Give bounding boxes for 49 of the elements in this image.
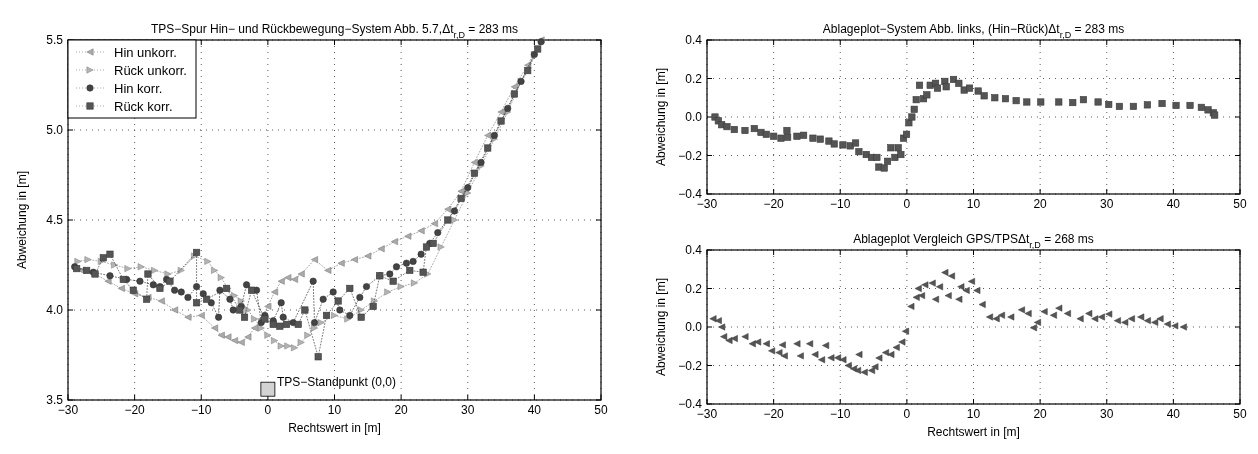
x-tick-label: 30 — [1100, 197, 1114, 211]
x-tick-label: 40 — [1166, 407, 1181, 421]
x-tick-label: 20 — [394, 403, 409, 417]
x-tick-label: 0 — [264, 403, 272, 417]
y-tick-label: 4.0 — [46, 303, 64, 317]
x-tick-label: −10 — [830, 407, 851, 421]
y-tick-label: 5.5 — [46, 33, 64, 47]
x-axis-title: Rechtswert in [m] — [288, 421, 381, 435]
y-tick-label: −0.2 — [678, 358, 703, 373]
x-tick-label: −20 — [763, 407, 785, 421]
x-axis-title: Rechtswert in [m] — [927, 425, 1020, 439]
chart-title: Ablageplot−System Abb. links, (Hin−Rück)Δt$_{r,D}$ = 283 ms — [822, 22, 1125, 40]
x-tick-label: 10 — [966, 197, 981, 211]
legend-label: Rück unkorr. — [114, 63, 187, 78]
x-tick-label: 0 — [903, 407, 911, 421]
y-tick-label: 4.5 — [46, 213, 64, 227]
x-tick-label: 10 — [327, 403, 342, 417]
chart-title: TPS−Spur Hin− und Rückbewegung−System Abb. 5.7,Δt$_{r,D}$ = 283 ms — [150, 22, 519, 40]
x-tick-label: 40 — [1166, 197, 1181, 211]
x-tick-label: 40 — [527, 403, 542, 417]
y-tick-label: 0.0 — [685, 110, 703, 124]
x-tick-label: 30 — [1100, 407, 1114, 421]
x-tick-label: 10 — [966, 407, 981, 421]
annotation: TPS−Standpunkt (0,0) — [276, 375, 396, 390]
x-tick-label: 20 — [1033, 197, 1048, 211]
y-axis-title: Abweichung in [m] — [15, 170, 29, 270]
x-tick-label: −10 — [830, 197, 851, 211]
y-axis-title: Abweichung in [m] — [654, 277, 668, 377]
x-tick-label: 50 — [1233, 407, 1247, 421]
chart-title: Ablageplot Vergleich GPS/TPSΔt$_{r,D}$ = 268 ms — [853, 232, 1094, 250]
y-tick-label: 0.4 — [685, 33, 703, 47]
x-tick-label: 50 — [1233, 197, 1247, 211]
x-tick-label: −20 — [763, 197, 785, 211]
y-tick-label: 0.2 — [685, 71, 703, 86]
x-tick-label: 30 — [461, 403, 475, 417]
x-tick-label: −10 — [191, 403, 212, 417]
legend-label: Hin korr. — [114, 81, 163, 96]
x-tick-label: 0 — [903, 197, 911, 211]
y-tick-label: 0.4 — [685, 243, 703, 257]
x-tick-label: 50 — [594, 403, 608, 417]
y-tick-label: 0.0 — [685, 320, 703, 334]
legend-label: Rück korr. — [114, 99, 173, 114]
y-tick-label: 5.0 — [46, 123, 64, 137]
x-tick-label: −20 — [124, 403, 146, 417]
x-tick-label: 20 — [1033, 407, 1048, 421]
y-axis-title: Abweichung in [m] — [654, 67, 668, 167]
y-tick-label: −0.2 — [678, 148, 703, 163]
y-tick-label: 0.2 — [685, 281, 703, 296]
legend-label: Hin unkorr. — [114, 45, 177, 60]
